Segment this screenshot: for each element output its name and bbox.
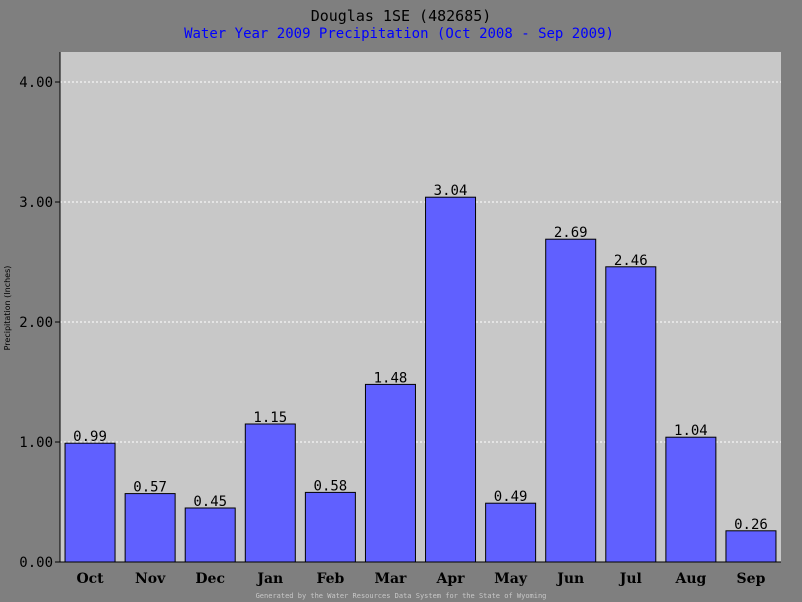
x-tick-label: May xyxy=(494,571,528,587)
data-label: 1.15 xyxy=(253,410,287,426)
bar-nov xyxy=(124,493,176,563)
x-tick-label: Mar xyxy=(374,571,407,587)
data-label: 0.99 xyxy=(73,429,107,445)
bar-mar xyxy=(364,383,416,563)
x-tick-label: Jun xyxy=(555,571,584,587)
chart-subtitle: Water Year 2009 Precipitation (Oct 2008 … xyxy=(184,26,614,42)
data-label: 0.49 xyxy=(494,489,528,505)
x-tick-label: Jul xyxy=(618,571,642,587)
bar-may xyxy=(485,502,537,563)
data-label: 0.57 xyxy=(133,480,167,496)
y-tick-label: 3.00 xyxy=(19,195,53,211)
bar-sep xyxy=(725,530,777,563)
y-tick-label: 2.00 xyxy=(19,315,53,331)
x-tick-label: Apr xyxy=(436,571,466,587)
y-axis-label: Precipitation (Inches) xyxy=(3,266,12,351)
bar-oct xyxy=(64,442,116,563)
x-tick-label: Oct xyxy=(76,571,104,587)
data-label: 2.46 xyxy=(614,253,648,269)
y-axis: 0.00 1.00 2.00 3.00 4.00 xyxy=(19,52,61,571)
y-tick-label: 1.00 xyxy=(19,435,53,451)
x-axis: Oct Nov Dec Jan Feb Mar Apr May Jun Jul Aug Sep xyxy=(60,561,781,587)
bar-apr xyxy=(425,196,477,563)
y-tick-label: 4.00 xyxy=(19,75,53,91)
data-label: 3.04 xyxy=(434,183,468,199)
bar-jul xyxy=(605,266,657,563)
bar-jun xyxy=(545,238,597,563)
bar-jan xyxy=(244,423,296,563)
bars xyxy=(64,196,777,563)
chart-title: Douglas 1SE (482685) xyxy=(311,7,492,25)
bar-aug xyxy=(665,436,717,563)
plot-area xyxy=(60,52,781,562)
x-tick-label: Nov xyxy=(135,571,166,587)
value-labels: 0.99 0.57 0.45 1.15 0.58 1.48 3.04 0.49 2.69 2.46… xyxy=(73,183,768,533)
data-label: 1.04 xyxy=(674,423,708,439)
grid-lines xyxy=(60,81,781,443)
x-tick-label: Dec xyxy=(195,571,225,587)
y-tick-label: 0.00 xyxy=(19,555,53,571)
data-label: 0.45 xyxy=(193,494,227,510)
bar-feb xyxy=(304,491,356,563)
data-label: 1.48 xyxy=(374,370,408,386)
data-label: 2.69 xyxy=(554,225,588,241)
bar-dec xyxy=(184,507,236,563)
x-tick-label: Sep xyxy=(737,571,766,587)
x-tick-label: Jan xyxy=(255,571,283,587)
x-tick-label: Feb xyxy=(316,571,344,587)
footer-credit: Generated by the Water Resources Data Sy… xyxy=(256,592,547,600)
data-label: 0.26 xyxy=(734,517,768,533)
data-label: 0.58 xyxy=(314,478,348,494)
x-tick-label: Aug xyxy=(674,571,706,587)
